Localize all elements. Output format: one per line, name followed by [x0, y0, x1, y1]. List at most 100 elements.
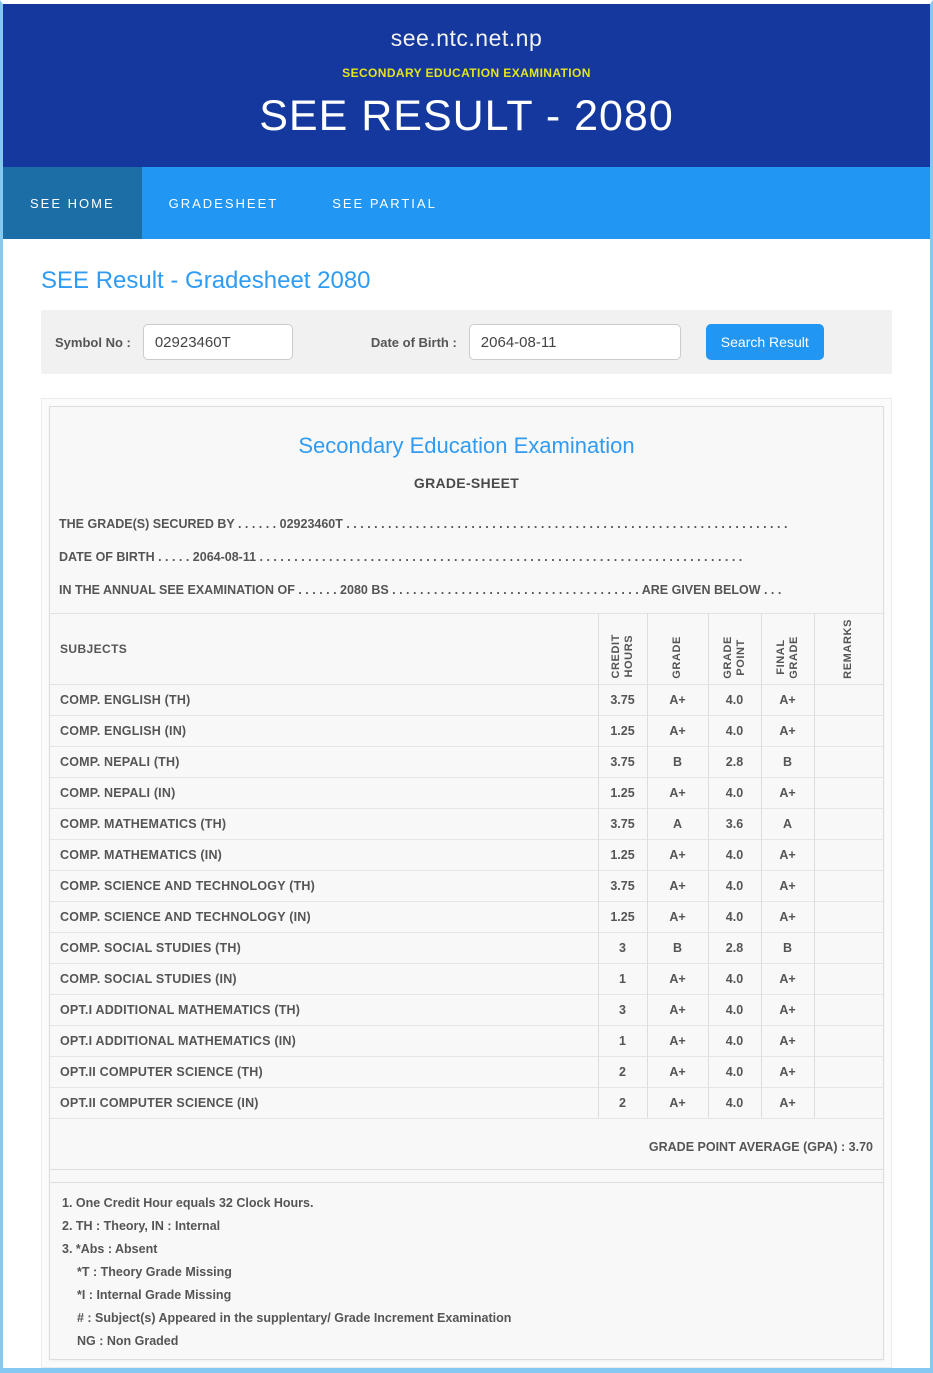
cell-subject: OPT.I ADDITIONAL MATHEMATICS (TH)	[50, 993, 598, 1026]
cell-final-grade: A+	[760, 962, 814, 995]
cell-remarks	[813, 1024, 883, 1057]
cell-final-grade: B	[760, 745, 814, 778]
cell-grade: A+	[646, 962, 708, 995]
cell-grade: A+	[646, 1086, 708, 1119]
table-row: COMP. ENGLISH (IN) 1.25 A+ 4.0 A+	[50, 714, 883, 747]
site-header: see.ntc.net.np SECONDARY EDUCATION EXAMI…	[3, 4, 930, 167]
cell-subject: COMP. MATHEMATICS (TH)	[50, 807, 598, 840]
cell-remarks	[813, 776, 883, 809]
date-of-birth-line: DATE OF BIRTH . . . . . 2064-08-11 . . .…	[59, 550, 743, 564]
cell-subject: COMP. SCIENCE AND TECHNOLOGY (IN)	[50, 900, 598, 933]
cell-credit-hours: 2	[597, 1055, 647, 1088]
col-header-remarks: REMARKS	[813, 613, 883, 685]
table-row: OPT.II COMPUTER SCIENCE (TH) 2 A+ 4.0 A+	[50, 1055, 883, 1088]
table-row: COMP. MATHEMATICS (TH) 3.75 A 3.6 A	[50, 807, 883, 840]
cell-remarks	[813, 869, 883, 902]
table-row: OPT.I ADDITIONAL MATHEMATICS (IN) 1 A+ 4.0 A…	[50, 1024, 883, 1057]
nav-tab-gradesheet[interactable]: GRADESHEET	[168, 195, 279, 211]
note-line: 2. TH : Theory, IN : Internal	[62, 1218, 221, 1233]
cell-grade: A+	[646, 838, 708, 871]
cell-credit-hours: 3.75	[597, 683, 647, 716]
symbol-no-input[interactable]	[142, 324, 293, 360]
cell-subject: COMP. ENGLISH (IN)	[50, 714, 598, 747]
cell-final-grade: A+	[760, 900, 814, 933]
cell-grade: A+	[646, 900, 708, 933]
cell-grade-point: 4.0	[707, 900, 761, 933]
note-line: *I : Internal Grade Missing	[77, 1287, 232, 1302]
cell-final-grade: A+	[760, 1055, 814, 1088]
note-line: 1. One Credit Hour equals 32 Clock Hours…	[62, 1195, 314, 1210]
cell-grade: B	[646, 931, 708, 964]
cell-grade-point: 4.0	[707, 838, 761, 871]
secured-by-line: THE GRADE(S) SECURED BY . . . . . . 0292…	[59, 517, 788, 531]
notes-box: 1. One Credit Hour equals 32 Clock Hours…	[50, 1181, 883, 1359]
gradesheet-intro-lines: THE GRADE(S) SECURED BY . . . . . . 0292…	[59, 508, 874, 607]
cell-remarks	[813, 931, 883, 964]
cell-final-grade: A+	[760, 993, 814, 1026]
search-result-button[interactable]: Search Result	[705, 324, 824, 360]
site-url: see.ntc.net.np	[390, 25, 543, 51]
gpa-total: GRADE POINT AVERAGE (GPA) : 3.70	[50, 1119, 883, 1170]
gradesheet-panel: Secondary Education Examination GRADE-SH…	[41, 398, 892, 1368]
cell-credit-hours: 3	[597, 931, 647, 964]
nav-bar: SEE HOME GRADESHEET SEE PARTIAL	[3, 167, 930, 239]
cell-remarks	[813, 838, 883, 871]
cell-remarks	[813, 745, 883, 778]
col-header-grade-point: GRADE POINT	[707, 613, 761, 685]
cell-remarks	[813, 1055, 883, 1088]
table-row: COMP. SCIENCE AND TECHNOLOGY (TH) 3.75 A+ 4…	[50, 869, 883, 902]
cell-grade: A+	[646, 869, 708, 902]
table-row: COMP. MATHEMATICS (IN) 1.25 A+ 4.0 A+	[50, 838, 883, 871]
cell-final-grade: A	[760, 807, 814, 840]
page-heading: SEE Result - Gradesheet 2080	[41, 267, 371, 294]
cell-final-grade: B	[760, 931, 814, 964]
symbol-no-label: Symbol No :	[55, 334, 131, 350]
table-row: COMP. NEPALI (IN) 1.25 A+ 4.0 A+	[50, 776, 883, 809]
table-row: COMP. SOCIAL STUDIES (TH) 3 B 2.8 B	[50, 931, 883, 964]
cell-credit-hours: 3.75	[597, 807, 647, 840]
note-line: # : Subject(s) Appeared in the supplenta…	[77, 1310, 512, 1325]
date-of-birth-input[interactable]	[468, 324, 681, 360]
cell-grade-point: 4.0	[707, 1086, 761, 1119]
cell-subject: OPT.II COMPUTER SCIENCE (IN)	[50, 1086, 598, 1119]
cell-subject: COMP. ENGLISH (TH)	[50, 683, 598, 716]
col-header-grade: GRADE	[646, 613, 708, 685]
table-row: COMP. SCIENCE AND TECHNOLOGY (IN) 1.25 A+ 4…	[50, 900, 883, 933]
cell-credit-hours: 1.25	[597, 900, 647, 933]
cell-grade-point: 2.8	[707, 931, 761, 964]
examination-line: IN THE ANNUAL SEE EXAMINATION OF . . . .…	[59, 583, 782, 597]
cell-subject: COMP. NEPALI (TH)	[50, 745, 598, 778]
cell-grade-point: 4.0	[707, 714, 761, 747]
gradesheet-card: Secondary Education Examination GRADE-SH…	[49, 406, 884, 1360]
cell-grade-point: 3.6	[707, 807, 761, 840]
cell-subject: COMP. MATHEMATICS (IN)	[50, 838, 598, 871]
cell-remarks	[813, 1086, 883, 1119]
cell-credit-hours: 1.25	[597, 714, 647, 747]
cell-grade: A+	[646, 776, 708, 809]
cell-remarks	[813, 993, 883, 1026]
sheet-doc-title: GRADE-SHEET	[413, 475, 520, 491]
cell-final-grade: A+	[760, 1024, 814, 1057]
cell-final-grade: A+	[760, 683, 814, 716]
date-of-birth-label: Date of Birth :	[370, 334, 457, 350]
table-row: COMP. NEPALI (TH) 3.75 B 2.8 B	[50, 745, 883, 778]
cell-subject: COMP. SOCIAL STUDIES (TH)	[50, 931, 598, 964]
nav-tab-see-home[interactable]: SEE HOME	[3, 167, 142, 239]
col-header-final-grade: FINAL GRADE	[760, 613, 814, 685]
cell-grade: A+	[646, 1024, 708, 1057]
banner-title: SEE RESULT - 2080	[259, 92, 674, 140]
table-row: OPT.II COMPUTER SCIENCE (IN) 2 A+ 4.0 A+	[50, 1086, 883, 1119]
cell-remarks	[813, 683, 883, 716]
cell-grade-point: 2.8	[707, 745, 761, 778]
nav-tab-see-partial[interactable]: SEE PARTIAL	[332, 195, 437, 211]
cell-final-grade: A+	[760, 776, 814, 809]
cell-grade: A+	[646, 714, 708, 747]
cell-remarks	[813, 714, 883, 747]
cell-subject: OPT.II COMPUTER SCIENCE (TH)	[50, 1055, 598, 1088]
cell-grade: A+	[646, 993, 708, 1026]
cell-credit-hours: 3	[597, 993, 647, 1026]
sheet-org-title: Secondary Education Examination	[298, 433, 635, 458]
cell-credit-hours: 1.25	[597, 838, 647, 871]
cell-grade-point: 4.0	[707, 962, 761, 995]
cell-credit-hours: 3.75	[597, 745, 647, 778]
